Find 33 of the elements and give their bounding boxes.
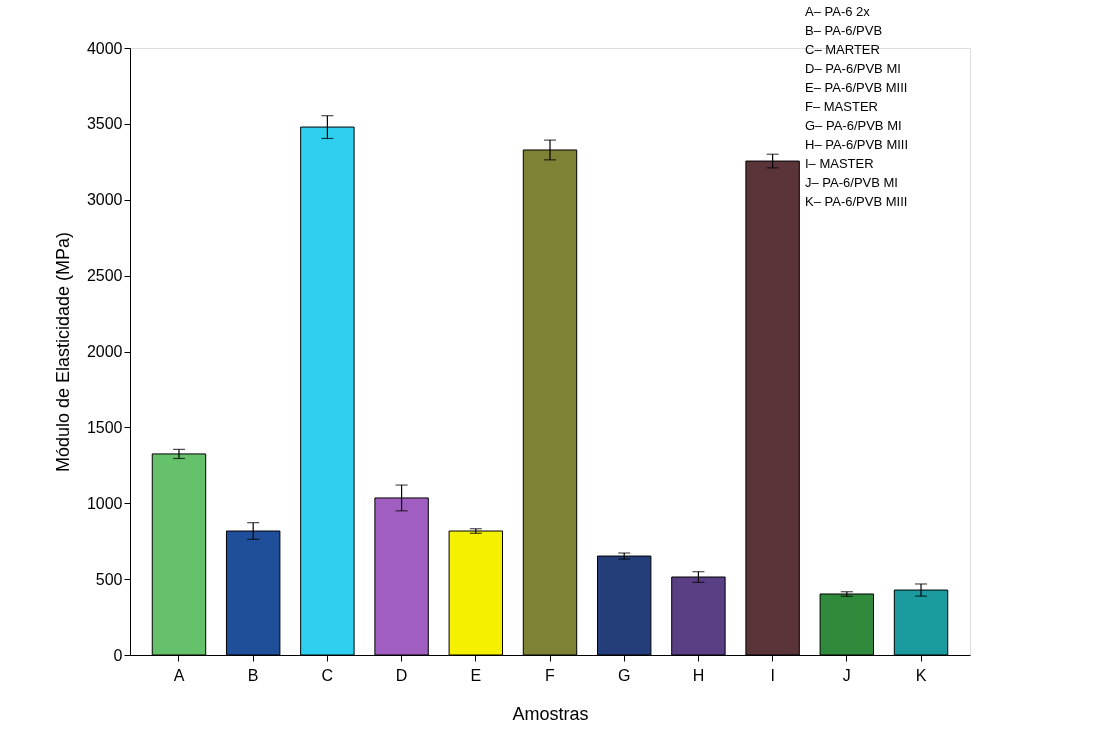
y-tick-label: 2500 (86, 267, 123, 285)
annotation: I– MASTER (805, 156, 874, 171)
x-tick-label: B (247, 666, 259, 684)
x-tick-label: H (692, 666, 705, 684)
x-tick-label: G (617, 666, 631, 684)
x-tick-label: K (915, 666, 927, 684)
annotation: K– PA-6/PVB MIII (805, 194, 908, 209)
annotation: E– PA-6/PVB MIII (805, 80, 908, 95)
annotation: J– PA-6/PVB MI (805, 175, 898, 190)
y-axis-title: Módulo de Elasticidade (MPa) (52, 231, 73, 473)
y-tick-label: 2000 (86, 343, 123, 360)
x-axis-title: Amostras (512, 703, 589, 724)
annotation: G– PA-6/PVB MI (805, 118, 902, 133)
y-tick-label: 0 (113, 646, 123, 664)
y-tick-label: 3500 (86, 115, 123, 133)
text: B– PA-6/PVB (805, 23, 883, 38)
x-tick-label: A (173, 666, 185, 684)
x-tick-label: F (545, 666, 556, 684)
y-tick-label: 1000 (86, 494, 123, 512)
y-tick-label: 1500 (86, 418, 123, 436)
annotation: D– PA-6/PVB MI (805, 61, 901, 76)
annotation: C– MARTER (805, 42, 880, 57)
x-tick-label: C (321, 666, 334, 684)
x-tick-label: I (770, 666, 775, 684)
annotation: F– MASTER (805, 99, 878, 114)
y-tick-label: 3000 (86, 191, 123, 209)
annotation: H– PA-6/PVB MIII (805, 137, 909, 152)
x-tick-label: D (395, 666, 408, 684)
x-tick-label: E (470, 666, 482, 684)
y-tick-label: 500 (95, 570, 123, 588)
y-tick-label: 4000 (86, 39, 123, 57)
x-tick-label: J (842, 666, 851, 684)
text: A– PA-6 2x (805, 4, 871, 19)
